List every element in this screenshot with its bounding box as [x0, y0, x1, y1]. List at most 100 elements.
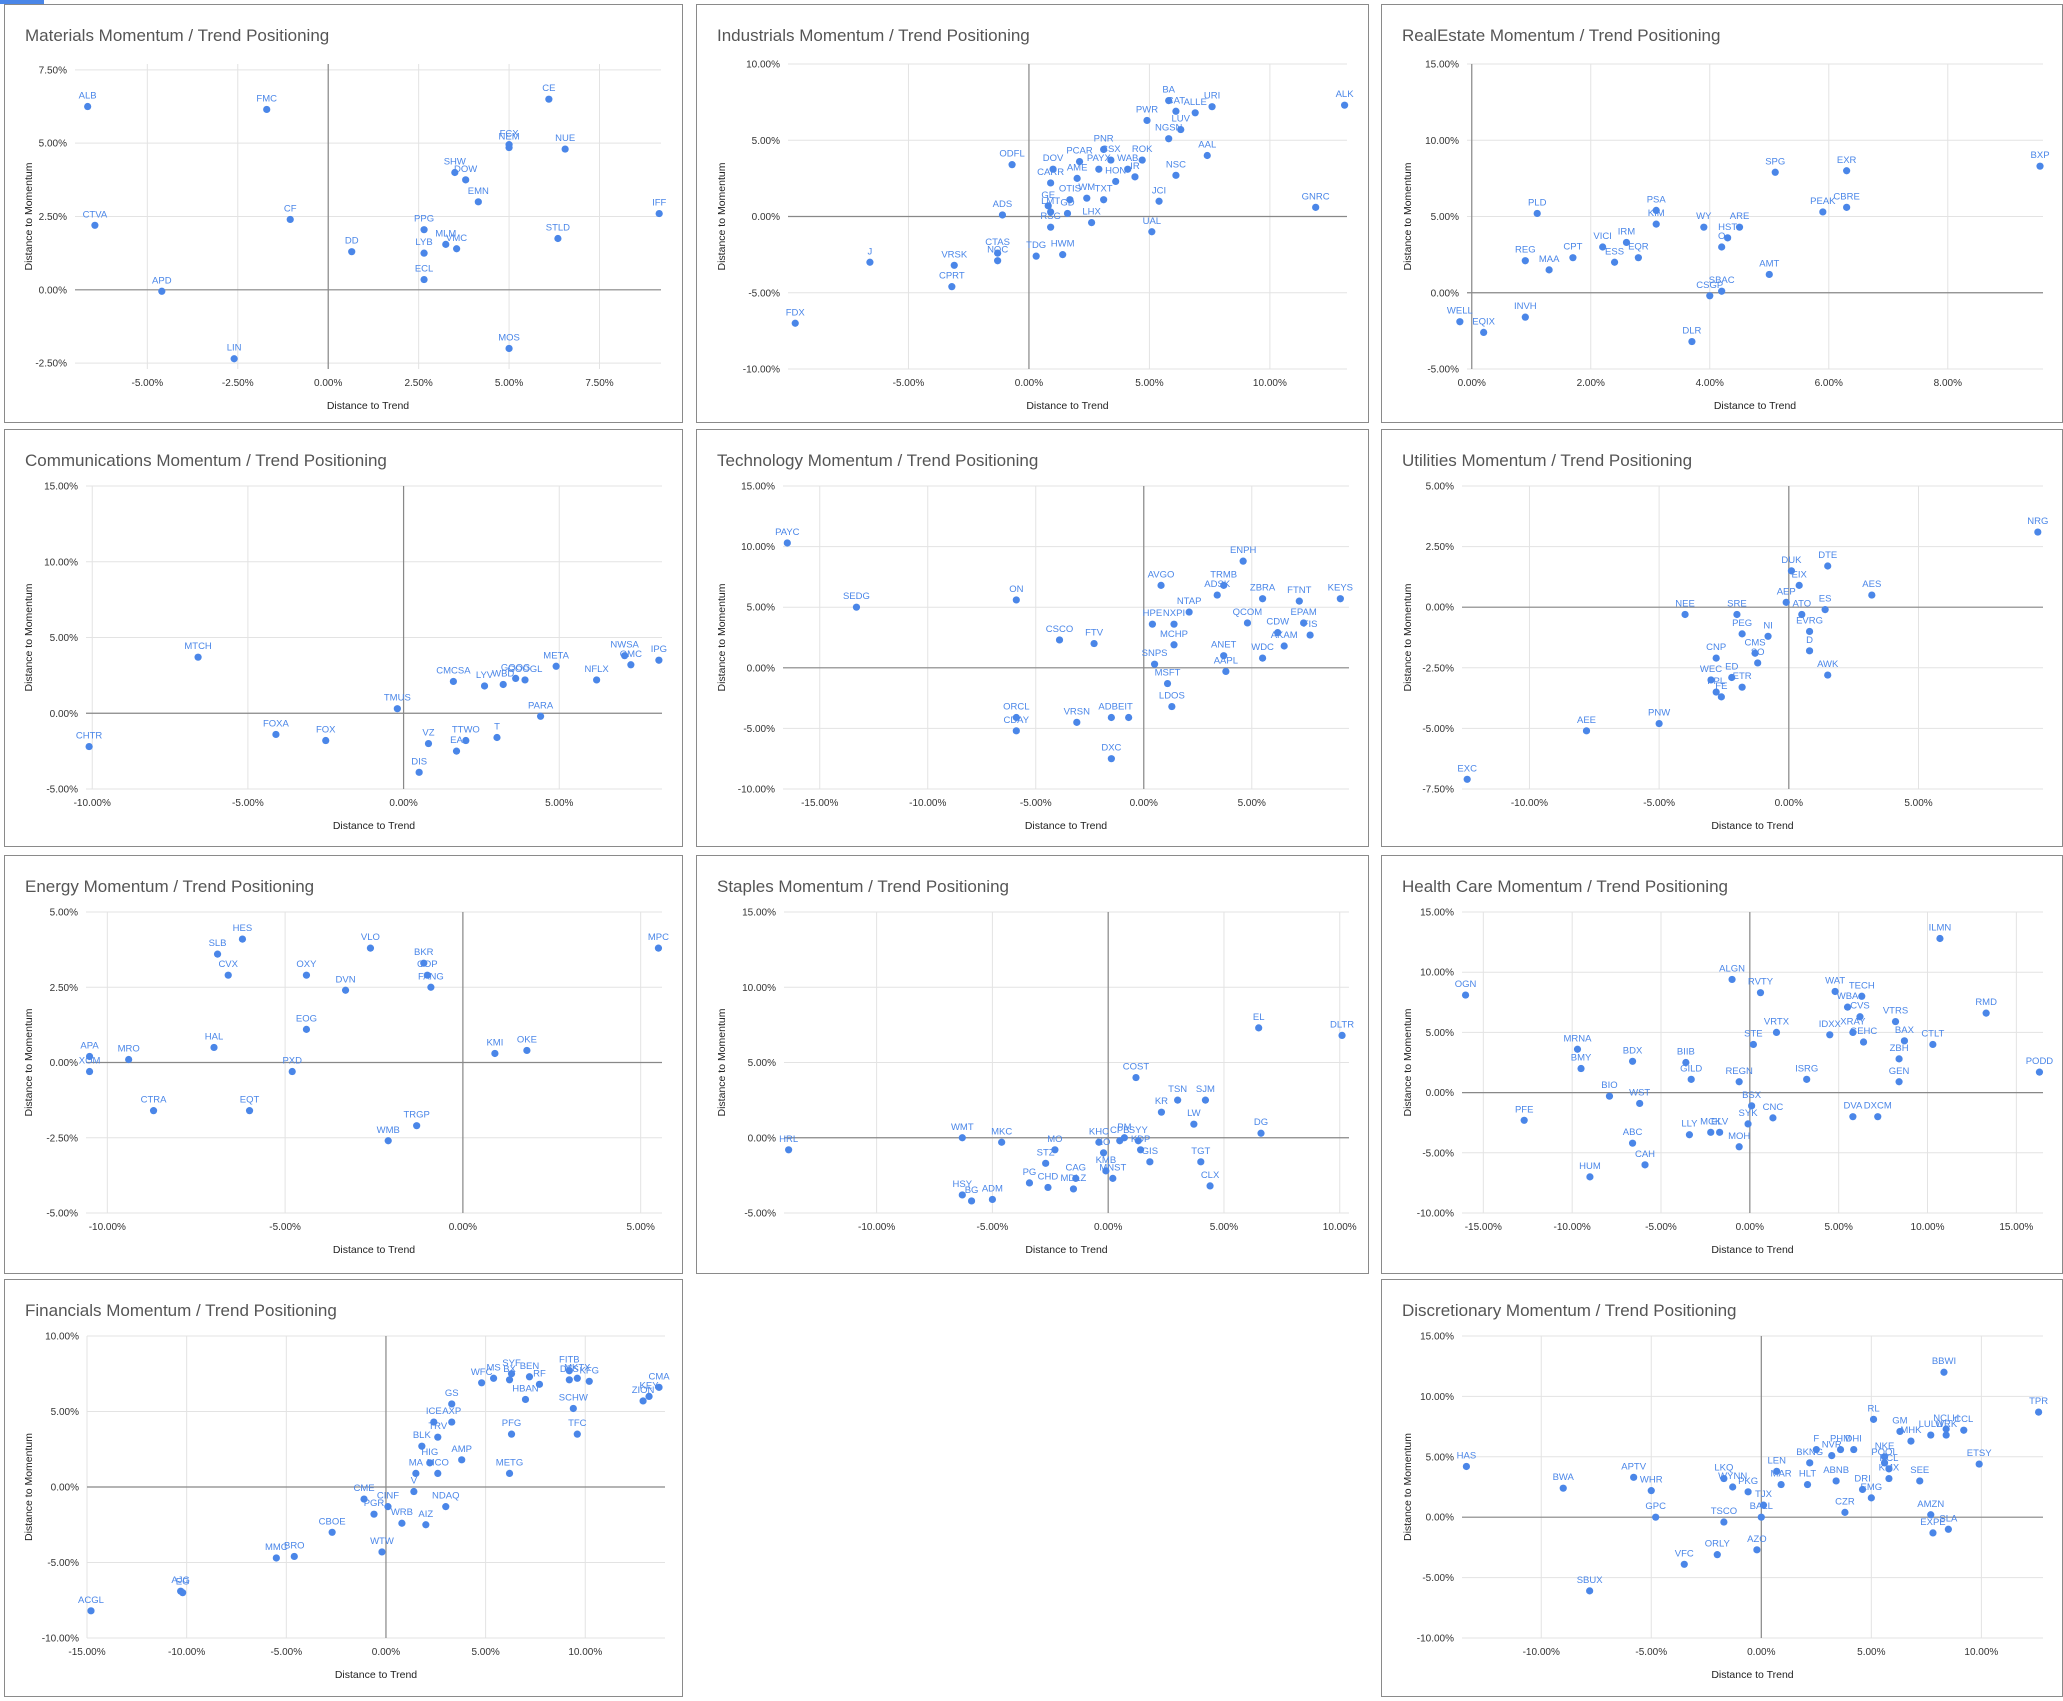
data-point: [1170, 641, 1178, 649]
data-point: [384, 1503, 392, 1511]
data-point: [1773, 1467, 1781, 1475]
data-point: [967, 1197, 976, 1205]
data-point: [1208, 103, 1216, 111]
point-label: ED: [1725, 661, 1738, 672]
data-point: [1735, 1143, 1743, 1151]
point-label: BSX: [1742, 1090, 1762, 1101]
data-point: [1733, 610, 1741, 619]
data-point: [994, 249, 1002, 257]
gridlines: [75, 64, 661, 369]
data-point: [1012, 713, 1020, 722]
point-label: CE: [542, 83, 555, 94]
point-label: SBAC: [1709, 275, 1735, 286]
point-label: WYNN: [1718, 1471, 1747, 1482]
data-point: [1858, 1485, 1867, 1494]
x-tick-label: 5.00%: [626, 1222, 654, 1233]
chart-panel-industrials: Industrials Momentum / Trend Positioning…: [696, 4, 1369, 423]
point-label: ATO: [1792, 598, 1811, 609]
data-point: [1213, 591, 1221, 599]
point-label: ALGN: [1719, 963, 1745, 974]
data-point: [1044, 202, 1052, 210]
point-label: VRSK: [941, 249, 968, 260]
point-label: RF: [533, 1368, 546, 1379]
point-label: BKNG: [1796, 1447, 1823, 1458]
x-tick-label: 0.00%: [1736, 1222, 1764, 1233]
y-axis-title: Distance to Momentum: [1402, 1433, 1414, 1541]
data-point: [1856, 1013, 1864, 1021]
point-label: VZ: [422, 728, 434, 739]
x-axis-title: Distance to Trend: [1026, 400, 1108, 412]
data-point: [1136, 1146, 1145, 1154]
data-point: [1480, 328, 1488, 336]
scatter-chart: -15.00% -10.00% -5.00% 0.00% 5.00% -10.00% -5.…: [716, 482, 1353, 833]
point-label: CSGP: [1696, 280, 1723, 291]
data-point: [1828, 1451, 1836, 1460]
x-tick-label: -15.00%: [801, 798, 838, 809]
point-label: GS: [445, 1388, 459, 1399]
point-label: DOW: [454, 164, 477, 175]
scatter-chart: -10.00% -5.00% 0.00% 5.00% -5.00% 0.00% 5.00% 1…: [23, 482, 667, 833]
point-label: ECL: [415, 264, 433, 275]
point-label: CZR: [1835, 1496, 1855, 1507]
data-point: [1975, 1460, 1983, 1468]
point-label: HUM: [1579, 1161, 1601, 1172]
y-tick-label: 5.00%: [752, 136, 780, 147]
point-label: AMZN: [1917, 1499, 1944, 1510]
y-tick-label: 5.00%: [39, 139, 67, 150]
point-label: AEE: [1577, 715, 1596, 726]
chart-panel-staples: Staples Momentum / Trend Positioning -10…: [696, 855, 1369, 1274]
point-label: BG: [965, 1185, 979, 1196]
data-point: [655, 209, 663, 218]
point-label: DRI: [1854, 1473, 1870, 1484]
point-label: AMT: [1759, 258, 1779, 269]
point-label: SPG: [1765, 156, 1785, 167]
data-point: [462, 176, 470, 184]
x-tick-label: 0.00%: [1747, 1647, 1775, 1658]
x-tick-label: 10.00%: [1323, 1222, 1357, 1233]
data-point: [1099, 1149, 1108, 1157]
data-point: [1680, 1560, 1688, 1568]
x-tick-label: 10.00%: [1911, 1222, 1945, 1233]
point-label: BLK: [413, 1430, 432, 1441]
data-point: [1942, 1425, 1950, 1433]
point-label: WDC: [1251, 642, 1274, 653]
y-tick-label: -5.00%: [1422, 1573, 1454, 1584]
point-label: TSN: [1168, 1084, 1187, 1095]
point-label: NEM: [499, 132, 520, 143]
data-point: [1100, 145, 1108, 153]
data-point: [645, 1392, 653, 1400]
data-point: [179, 1589, 187, 1597]
data-point: [1907, 1437, 1915, 1445]
x-tick-label: -5.00%: [132, 378, 164, 389]
data-point: [1295, 597, 1303, 605]
point-label: CBRE: [1833, 191, 1859, 202]
y-tick-label: 0.00%: [747, 663, 775, 674]
data-point: [1895, 1078, 1903, 1086]
point-label: NVR: [1822, 1440, 1842, 1451]
data-point: [1582, 727, 1591, 735]
point-label: WRB: [391, 1507, 413, 1518]
point-label: CARR: [1037, 167, 1064, 178]
data-point: [1858, 992, 1866, 1000]
point-label: PLD: [1528, 197, 1547, 208]
y-tick-label: -5.00%: [1427, 365, 1459, 376]
y-tick-label: 5.00%: [50, 908, 78, 919]
data-point: [1628, 1057, 1637, 1065]
data-point: [452, 747, 461, 755]
data-point: [998, 1138, 1006, 1146]
point-label: LULU: [1919, 1419, 1943, 1430]
x-tick-label: -10.00%: [89, 1222, 126, 1233]
point-label: HST: [1718, 222, 1737, 233]
y-tick-label: 10.00%: [1420, 968, 1454, 979]
data-point: [655, 1383, 663, 1391]
point-label: COP: [417, 959, 438, 970]
data-point: [1044, 1183, 1052, 1192]
data-point: [1728, 975, 1736, 984]
data-point: [462, 736, 470, 745]
data-point: [521, 676, 529, 684]
data-point: [1163, 679, 1172, 688]
point-label: SYY: [1129, 1125, 1149, 1136]
data-point: [1095, 1138, 1103, 1146]
y-tick-label: 5.00%: [1426, 1028, 1454, 1039]
point-label: ORLY: [1705, 1539, 1731, 1550]
